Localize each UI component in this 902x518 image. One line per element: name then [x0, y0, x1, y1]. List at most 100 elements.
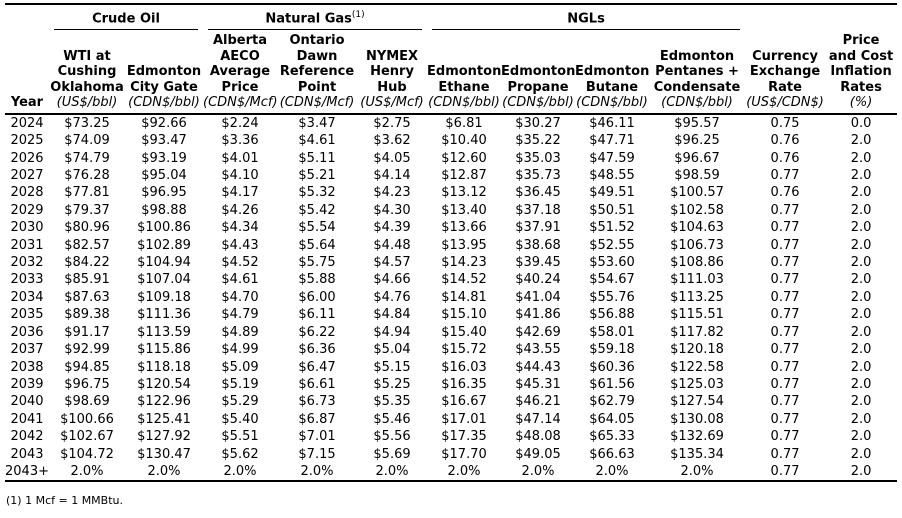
- value-cell: $35.73: [515, 168, 561, 184]
- value-cell: $5.25: [373, 376, 411, 392]
- column-header-inflation-rates: Price and Cost Inflation Rates (%): [825, 30, 898, 115]
- group-superscript: (1): [351, 10, 365, 20]
- value-cell: $41.04: [515, 289, 561, 305]
- table-row: 2027 $76.28 $95.04 $4.10 $5.21 $4.14 $12.87 $35…: [5, 167, 897, 184]
- value-cell: $49.05: [515, 446, 561, 462]
- value-cell: $4.34: [221, 220, 259, 236]
- value-cell: $96.25: [674, 133, 720, 149]
- value-cell: $104.94: [137, 255, 191, 271]
- value-cell: $58.01: [589, 324, 635, 340]
- table-row: 2026 $74.79 $93.19 $4.01 $5.11 $4.05 $12.60 $35…: [5, 150, 897, 167]
- value-cell: $6.61: [298, 376, 336, 392]
- column-header-edmonton-propane: Edmonton Propane (CDN$/bbl): [501, 30, 575, 115]
- group-label: Crude Oil: [92, 11, 160, 27]
- value-cell: $30.27: [515, 115, 561, 131]
- value-cell: 0.77: [770, 168, 800, 184]
- group-spacer-right: [745, 4, 897, 30]
- value-cell: $5.64: [298, 237, 336, 253]
- price-forecast-page: Crude Oil Natural Gas(1) NGLs Year WTI a…: [5, 3, 898, 507]
- value-cell: $59.18: [589, 342, 635, 358]
- value-cell: 2.0: [850, 342, 872, 358]
- value-cell: 0.77: [770, 289, 800, 305]
- group-label: Natural Gas: [265, 11, 352, 27]
- value-cell: 2.0: [850, 150, 872, 166]
- year-cell: 2026: [10, 150, 44, 166]
- value-cell: $47.71: [589, 133, 635, 149]
- year-cell: 2024: [10, 115, 44, 131]
- value-cell: $48.08: [515, 429, 561, 445]
- value-cell: $122.96: [137, 394, 191, 410]
- value-cell: $38.68: [515, 237, 561, 253]
- group-header-crude-oil: Crude Oil: [49, 4, 203, 31]
- value-cell: 0.77: [745, 462, 826, 483]
- value-cell: $50.51: [589, 202, 635, 218]
- table-row: 2038 $94.85 $118.18 $5.09 $6.47 $5.15 $16.03 $4…: [5, 359, 897, 376]
- value-cell: $120.54: [137, 376, 191, 392]
- value-cell: 0.77: [770, 342, 800, 358]
- value-cell: $41.86: [515, 307, 561, 323]
- group-header-row: Crude Oil Natural Gas(1) NGLs: [5, 4, 897, 31]
- value-cell: 0.77: [770, 446, 800, 462]
- value-cell: $60.36: [589, 359, 635, 375]
- table-row: 2040 $98.69 $122.96 $5.29 $6.73 $5.35 $16.67 $4…: [5, 393, 897, 410]
- value-cell: $65.33: [589, 429, 635, 445]
- value-cell: $115.51: [670, 307, 724, 323]
- value-cell: $4.17: [221, 185, 259, 201]
- value-cell: $127.92: [137, 429, 191, 445]
- value-cell: $15.72: [441, 342, 487, 358]
- value-cell: $113.59: [137, 324, 191, 340]
- value-cell: $118.18: [137, 359, 191, 375]
- value-cell: $102.58: [670, 202, 724, 218]
- value-cell: 0.76: [770, 133, 800, 149]
- value-cell: 2.0%: [575, 462, 650, 483]
- value-cell: $125.41: [137, 411, 191, 427]
- value-cell: $3.47: [298, 115, 336, 131]
- year-cell: 2032: [10, 255, 44, 271]
- value-cell: $53.60: [589, 255, 635, 271]
- value-cell: 2.0%: [649, 462, 746, 483]
- value-cell: 2.0: [850, 446, 872, 462]
- value-cell: $44.43: [515, 359, 561, 375]
- value-cell: $107.04: [137, 272, 191, 288]
- value-cell: $104.72: [60, 446, 114, 462]
- value-cell: $14.23: [441, 255, 487, 271]
- value-cell: $13.66: [441, 220, 487, 236]
- value-cell: $80.96: [64, 220, 110, 236]
- value-cell: $4.99: [221, 342, 259, 358]
- group-header-natural-gas: Natural Gas(1): [203, 4, 427, 31]
- year-cell: 2034: [10, 289, 44, 305]
- column-header-alberta-aeco: Alberta AECO Average Price (CDN$/Mcf): [203, 30, 278, 115]
- value-cell: $49.51: [589, 185, 635, 201]
- value-cell: $104.63: [670, 220, 724, 236]
- value-cell: 2.0%: [49, 462, 125, 483]
- value-cell: $102.89: [137, 237, 191, 253]
- value-cell: $5.11: [298, 150, 336, 166]
- value-cell: $96.67: [674, 150, 720, 166]
- value-cell: $45.31: [515, 376, 561, 392]
- value-cell: $5.04: [373, 342, 411, 358]
- value-cell: 2.0: [825, 462, 898, 483]
- value-cell: $5.09: [221, 359, 259, 375]
- value-cell: $122.58: [670, 359, 724, 375]
- value-cell: $7.01: [298, 429, 336, 445]
- value-cell: $4.70: [221, 289, 259, 305]
- value-cell: $102.67: [60, 429, 114, 445]
- value-cell: $5.40: [221, 411, 259, 427]
- column-header-ontario-dawn: Ontario Dawn Reference Point (CDN$/Mcf): [277, 30, 358, 115]
- value-cell: $4.84: [373, 307, 411, 323]
- value-cell: $109.18: [137, 289, 191, 305]
- value-cell: $92.66: [141, 115, 187, 131]
- value-cell: $106.73: [670, 237, 724, 253]
- value-cell: $12.87: [441, 168, 487, 184]
- group-label: NGLs: [567, 11, 605, 27]
- value-cell: $115.86: [137, 342, 191, 358]
- column-header-nymex-henry-hub: NYMEX Henry Hub (US$/Mcf): [357, 30, 428, 115]
- value-cell: $4.61: [221, 272, 259, 288]
- value-cell: $82.57: [64, 237, 110, 253]
- value-cell: $111.03: [670, 272, 724, 288]
- year-cell: 2031: [10, 237, 44, 253]
- value-cell: $94.85: [64, 359, 110, 375]
- value-cell: $74.79: [64, 150, 110, 166]
- table-row: 2042 $102.67 $127.92 $5.51 $7.01 $5.56 $17.35 $…: [5, 428, 897, 445]
- value-cell: $93.47: [141, 133, 187, 149]
